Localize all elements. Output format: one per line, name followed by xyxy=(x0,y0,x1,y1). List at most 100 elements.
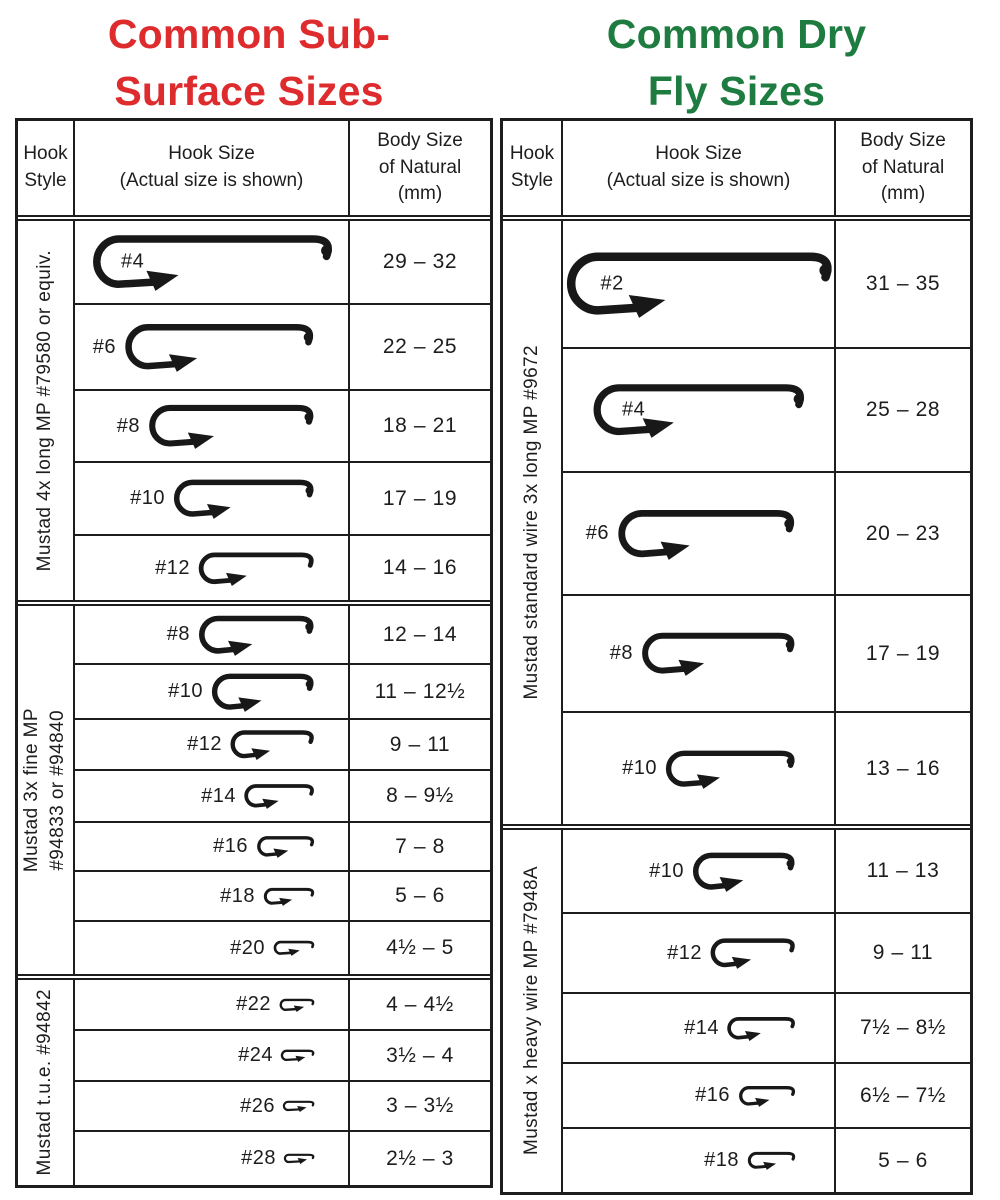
hook-icon xyxy=(693,852,795,892)
table-row: #12 14 – 16 xyxy=(75,536,490,600)
hook-style-group: Mustad 3x fine MP #94833 or #94840 #8 12 – … xyxy=(18,606,490,974)
header-cell-hook-style: Hook Style xyxy=(503,121,563,215)
body-size-value: 14 – 16 xyxy=(382,556,458,579)
hook-icon xyxy=(593,384,804,438)
hook-style-label: Mustad standard wire 3x long MP #9672 xyxy=(520,345,542,700)
hook-size-cell: #16 xyxy=(563,1064,836,1127)
hook-size-cell: #26 xyxy=(75,1082,350,1130)
double-rule xyxy=(18,215,490,221)
table-row: #10 13 – 16 xyxy=(563,713,970,824)
hook-with-label: #20 xyxy=(230,937,315,960)
hook-icon xyxy=(93,235,332,291)
hook-size-cell: #12 xyxy=(563,914,836,992)
hook-with-label: #14 xyxy=(684,1016,796,1041)
hook-with-label: #10 xyxy=(649,851,796,892)
hook-with-label: #22 xyxy=(236,993,315,1016)
hook-size-label: #16 xyxy=(695,1084,730,1106)
hook-size-label: #10 xyxy=(168,680,203,702)
hook-size-label: #4 xyxy=(121,250,145,273)
body-size-value: 6½ – 7½ xyxy=(860,1083,946,1107)
hook-size-label: #10 xyxy=(622,757,657,779)
header-cell-body-size: Body Size of Natural (mm) xyxy=(377,130,463,205)
hook-with-label: #28 xyxy=(241,1147,315,1170)
hook-with-label: #16 xyxy=(213,835,315,858)
hook-size-cell: #4 xyxy=(75,221,350,303)
table-row: #16 7 – 8 xyxy=(75,823,490,872)
hook-icon xyxy=(739,1085,796,1107)
hook-style-label: Mustad t.u.e. #94842 xyxy=(34,989,56,1176)
hook-style-group: Mustad x heavy wire MP #7948A #10 11 – 13 #… xyxy=(503,830,970,1192)
group-rows: #2 31 – 35 #4 25 – 28 #6 20 – 23 #8 17 – 19 #10 1… xyxy=(563,221,970,824)
body-size-value: 7½ – 8½ xyxy=(860,1016,946,1039)
hook-style-cell: Mustad 4x long MP #79580 or equiv. xyxy=(18,221,75,600)
hook-size-cell: #8 xyxy=(75,606,350,663)
hook-with-label: #10 xyxy=(130,478,315,519)
table-dryfly: Hook Style Hook Size (Actual size is sho… xyxy=(500,118,973,1195)
hook-with-label: #6 xyxy=(93,322,315,372)
header-cell-hook-style: Hook Style xyxy=(18,121,75,215)
hook-icon xyxy=(149,404,314,449)
table-row: #10 11 – 12½ xyxy=(75,665,490,720)
hook-icon xyxy=(263,887,315,906)
hook-size-cell: #10 xyxy=(75,665,350,718)
hook-with-label: #16 xyxy=(695,1084,796,1107)
body-size-value: 13 – 16 xyxy=(865,756,941,780)
body-size-value: 5 – 6 xyxy=(395,884,445,907)
hook-size-label: #12 xyxy=(667,941,702,964)
hook-size-cell: #6 xyxy=(75,305,350,389)
hook-size-cell: #8 xyxy=(75,391,350,461)
table-row: #10 11 – 13 xyxy=(563,830,970,914)
body-size-value: 9 – 11 xyxy=(389,732,451,756)
page-title-dryfly: Common Dry Fly Sizes xyxy=(500,6,973,121)
hook-icon xyxy=(199,615,314,656)
table-row: #18 5 – 6 xyxy=(563,1129,970,1192)
hook-size-label: #22 xyxy=(236,993,271,1015)
title-line: Surface Sizes xyxy=(114,68,384,115)
title-line: Common Sub- xyxy=(107,11,391,57)
body-size-value: 11 – 13 xyxy=(866,859,940,882)
body-size-value: 11 – 12½ xyxy=(374,679,466,703)
table-row: #14 7½ – 8½ xyxy=(563,994,970,1064)
hook-size-label: #8 xyxy=(116,414,140,437)
table-row: #14 8 – 9½ xyxy=(75,771,490,823)
hook-size-cell: #2 xyxy=(563,221,836,347)
hook-with-label: #2 xyxy=(564,250,834,318)
hook-size-cell: #14 xyxy=(563,994,836,1062)
table-row: #22 4 – 4½ xyxy=(75,980,490,1031)
hook-size-cell: #24 xyxy=(75,1031,350,1080)
hook-size-cell: #6 xyxy=(563,473,836,594)
hook-icon xyxy=(174,479,314,519)
body-size-value: 29 – 32 xyxy=(382,250,458,273)
body-size-value: 4½ – 5 xyxy=(386,936,454,959)
body-size-value: 3 – 3½ xyxy=(386,1094,454,1117)
hook-with-label: #4 xyxy=(591,382,806,438)
body-size-value: 22 – 25 xyxy=(382,335,458,358)
title-line: Fly Sizes xyxy=(647,68,826,115)
body-size-value: 9 – 11 xyxy=(872,941,934,964)
hook-icon xyxy=(727,1016,795,1041)
hook-with-label: #4 xyxy=(89,233,334,291)
body-size-value: 12 – 14 xyxy=(382,622,458,646)
table-row: #6 22 – 25 xyxy=(75,305,490,391)
table-row: #26 3 – 3½ xyxy=(75,1082,490,1132)
hook-style-cell: Mustad standard wire 3x long MP #9672 xyxy=(503,221,563,824)
table-row: #4 29 – 32 xyxy=(75,221,490,305)
body-size-value: 7 – 8 xyxy=(395,834,445,858)
hook-size-cell: #12 xyxy=(75,720,350,769)
hook-size-label: #4 xyxy=(622,398,646,421)
hook-size-cell: #10 xyxy=(75,463,350,534)
hook-size-label: #12 xyxy=(155,556,190,579)
body-size-value: 4 – 4½ xyxy=(386,992,454,1016)
hook-style-label: #94833 or #94840 xyxy=(47,709,68,871)
hook-icon xyxy=(230,730,314,760)
hook-size-label: #26 xyxy=(240,1094,275,1117)
hook-size-label: #8 xyxy=(609,642,633,664)
body-size-value: 25 – 28 xyxy=(865,398,941,421)
hook-size-label: #28 xyxy=(241,1147,276,1169)
table-row: #8 12 – 14 xyxy=(75,606,490,665)
table-row: #2 31 – 35 xyxy=(563,221,970,349)
hook-icon xyxy=(198,552,314,586)
hook-size-label: #18 xyxy=(220,884,255,907)
hook-style-cell: Mustad x heavy wire MP #7948A xyxy=(503,830,563,1192)
hook-size-cell: #14 xyxy=(75,771,350,821)
